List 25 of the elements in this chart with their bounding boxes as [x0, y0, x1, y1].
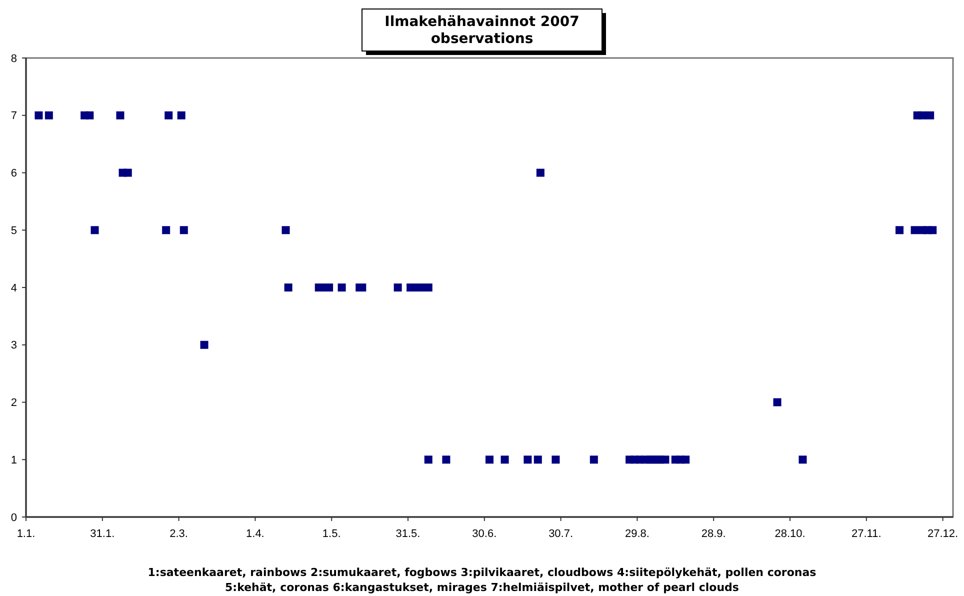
x-tick-label: 28.10.	[774, 528, 806, 540]
y-tick-label: 1	[10, 454, 17, 466]
x-tick-label: 1.4.	[246, 528, 264, 540]
x-tick-label: 28.9.	[701, 528, 726, 540]
y-tick-label: 7	[10, 110, 17, 122]
y-tick-label: 3	[10, 340, 17, 352]
text: 1:sateenkaaret, rainbows 2:sumukaaret, fogbows 3:pilvikaaret, cloudbows 4:siitepölykehät, pollen coronas	[148, 566, 817, 579]
y-tick-label: 6	[10, 168, 17, 180]
x-tick-label: 1.5.	[322, 528, 341, 540]
y-tick-label: 8	[10, 52, 17, 65]
x-tick-label: 30.7.	[548, 528, 574, 540]
y-tick-label: 2	[10, 397, 17, 410]
text: 5:kehät, coronas 6:kangastukset, mirages 7:helmiäispilvet, mother of pearl clouds	[225, 581, 740, 594]
chart-title: Ilmakehähavainnot 2007 observations	[384, 14, 580, 47]
x-tick-label: 2.3.	[170, 528, 188, 540]
x-tick-label: 30.6.	[472, 528, 497, 540]
y-tick-label: 5	[10, 224, 17, 237]
x-tick-label: 27.12.	[928, 528, 958, 540]
y-tick-label: 0	[10, 512, 17, 524]
x-tick-label: 27.11.	[852, 528, 882, 540]
x-tick-label: 1.1.	[16, 528, 36, 540]
x-tick-label: 29.8.	[624, 528, 650, 540]
x-tick-label: 31.1.	[90, 528, 115, 540]
x-tick-label: 31.5.	[396, 528, 420, 540]
y-tick-label: 4	[10, 282, 17, 294]
